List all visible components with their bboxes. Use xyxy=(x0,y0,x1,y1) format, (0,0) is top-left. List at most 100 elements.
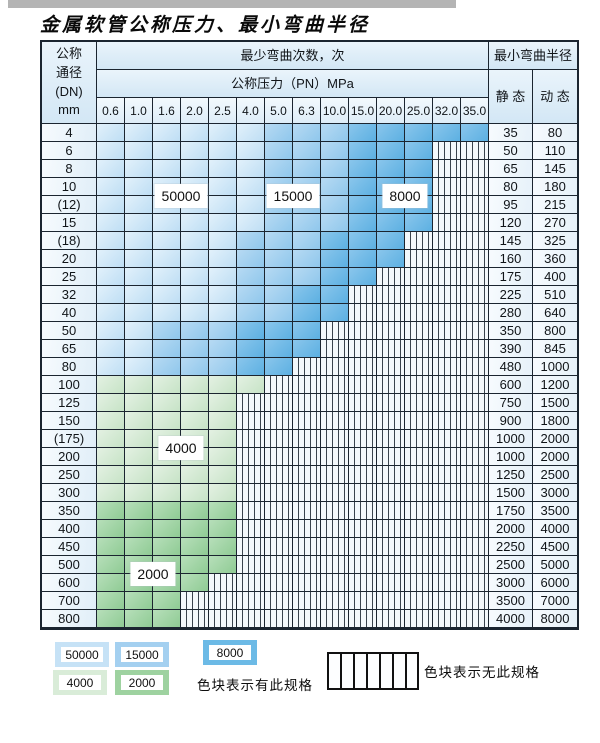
spec-cell xyxy=(293,502,321,520)
dynamic-radius-cell: 180 xyxy=(533,178,577,196)
dn-cell: 800 xyxy=(42,610,97,628)
legend-patch-50000: 50000 xyxy=(55,642,109,667)
spec-cell xyxy=(209,430,237,448)
static-radius-cell: 480 xyxy=(489,358,533,376)
dn-cell: (18) xyxy=(42,232,97,250)
dynamic-radius-cell: 4500 xyxy=(533,538,577,556)
static-radius-cell: 3500 xyxy=(489,592,533,610)
spec-cell xyxy=(405,430,433,448)
spec-cell xyxy=(377,376,405,394)
spec-cell xyxy=(433,178,461,196)
static-radius-cell: 3000 xyxy=(489,574,533,592)
spec-cell xyxy=(181,340,209,358)
spec-cell xyxy=(321,286,349,304)
dynamic-radius-cell: 510 xyxy=(533,286,577,304)
spec-cell xyxy=(97,142,125,160)
dynamic-radius-cell: 400 xyxy=(533,268,577,286)
spec-cell xyxy=(349,412,377,430)
spec-cell xyxy=(265,124,293,142)
static-radius-cell: 2250 xyxy=(489,538,533,556)
spec-cell xyxy=(125,610,153,628)
spec-cell xyxy=(153,466,181,484)
spec-cell xyxy=(237,574,265,592)
spec-cell xyxy=(181,538,209,556)
dn-cell: 15 xyxy=(42,214,97,232)
pressure-tick: 20.0 xyxy=(377,98,405,124)
spec-cell xyxy=(293,484,321,502)
spec-cell xyxy=(153,214,181,232)
spec-cell xyxy=(237,466,265,484)
spec-cell xyxy=(181,394,209,412)
dynamic-radius-cell: 2500 xyxy=(533,466,577,484)
spec-cell xyxy=(461,196,489,214)
spec-cell xyxy=(209,538,237,556)
spec-cell xyxy=(265,430,293,448)
spec-cell xyxy=(237,520,265,538)
static-radius-cell: 350 xyxy=(489,322,533,340)
spec-cell xyxy=(349,124,377,142)
spec-cell xyxy=(405,502,433,520)
dynamic-radius-cell: 3500 xyxy=(533,502,577,520)
dynamic-radius-cell: 845 xyxy=(533,340,577,358)
spec-cell xyxy=(405,466,433,484)
spec-cell xyxy=(349,538,377,556)
spec-cell xyxy=(209,484,237,502)
spec-cell xyxy=(125,250,153,268)
spec-cell xyxy=(433,232,461,250)
spec-cell xyxy=(125,520,153,538)
spec-cell xyxy=(181,466,209,484)
spec-cell xyxy=(405,358,433,376)
spec-cell xyxy=(209,178,237,196)
spec-cell xyxy=(125,430,153,448)
static-radius-cell: 390 xyxy=(489,340,533,358)
spec-cell xyxy=(349,448,377,466)
spec-cell xyxy=(321,592,349,610)
spec-cell xyxy=(97,322,125,340)
spec-cell xyxy=(293,142,321,160)
spec-cell xyxy=(153,286,181,304)
spec-cell xyxy=(349,322,377,340)
spec-cell xyxy=(405,304,433,322)
spec-cell xyxy=(405,412,433,430)
dn-cell: 600 xyxy=(42,574,97,592)
spec-cell xyxy=(237,340,265,358)
spec-cell xyxy=(237,484,265,502)
spec-cell xyxy=(209,358,237,376)
spec-cell xyxy=(209,376,237,394)
spec-cell xyxy=(377,358,405,376)
spec-cell xyxy=(293,232,321,250)
spec-cell xyxy=(321,538,349,556)
spec-cell xyxy=(433,124,461,142)
spec-cell xyxy=(265,466,293,484)
static-radius-cell: 50 xyxy=(489,142,533,160)
spec-cell xyxy=(321,610,349,628)
spec-cell xyxy=(461,502,489,520)
spec-cell xyxy=(461,394,489,412)
spec-cell xyxy=(125,286,153,304)
spec-cell xyxy=(97,484,125,502)
spec-cell xyxy=(125,142,153,160)
dynamic-radius-cell: 325 xyxy=(533,232,577,250)
dynamic-column-header: 动 态 xyxy=(533,70,577,124)
spec-cell xyxy=(349,304,377,322)
spec-cell xyxy=(97,538,125,556)
spec-cell xyxy=(461,268,489,286)
spec-cell xyxy=(209,520,237,538)
dynamic-radius-cell: 640 xyxy=(533,304,577,322)
spec-cell xyxy=(265,358,293,376)
spec-cell xyxy=(237,538,265,556)
spec-cell xyxy=(97,196,125,214)
spec-cell xyxy=(237,214,265,232)
spec-cell xyxy=(209,232,237,250)
spec-cell xyxy=(125,196,153,214)
spec-cell xyxy=(125,394,153,412)
spec-cell xyxy=(237,250,265,268)
spec-cell xyxy=(153,376,181,394)
spec-cell xyxy=(209,556,237,574)
dynamic-radius-cell: 110 xyxy=(533,142,577,160)
spec-cell xyxy=(377,592,405,610)
spec-cell xyxy=(125,484,153,502)
radius-header: 最小弯曲半径 xyxy=(489,42,577,70)
spec-cell xyxy=(321,304,349,322)
spec-cell xyxy=(349,142,377,160)
